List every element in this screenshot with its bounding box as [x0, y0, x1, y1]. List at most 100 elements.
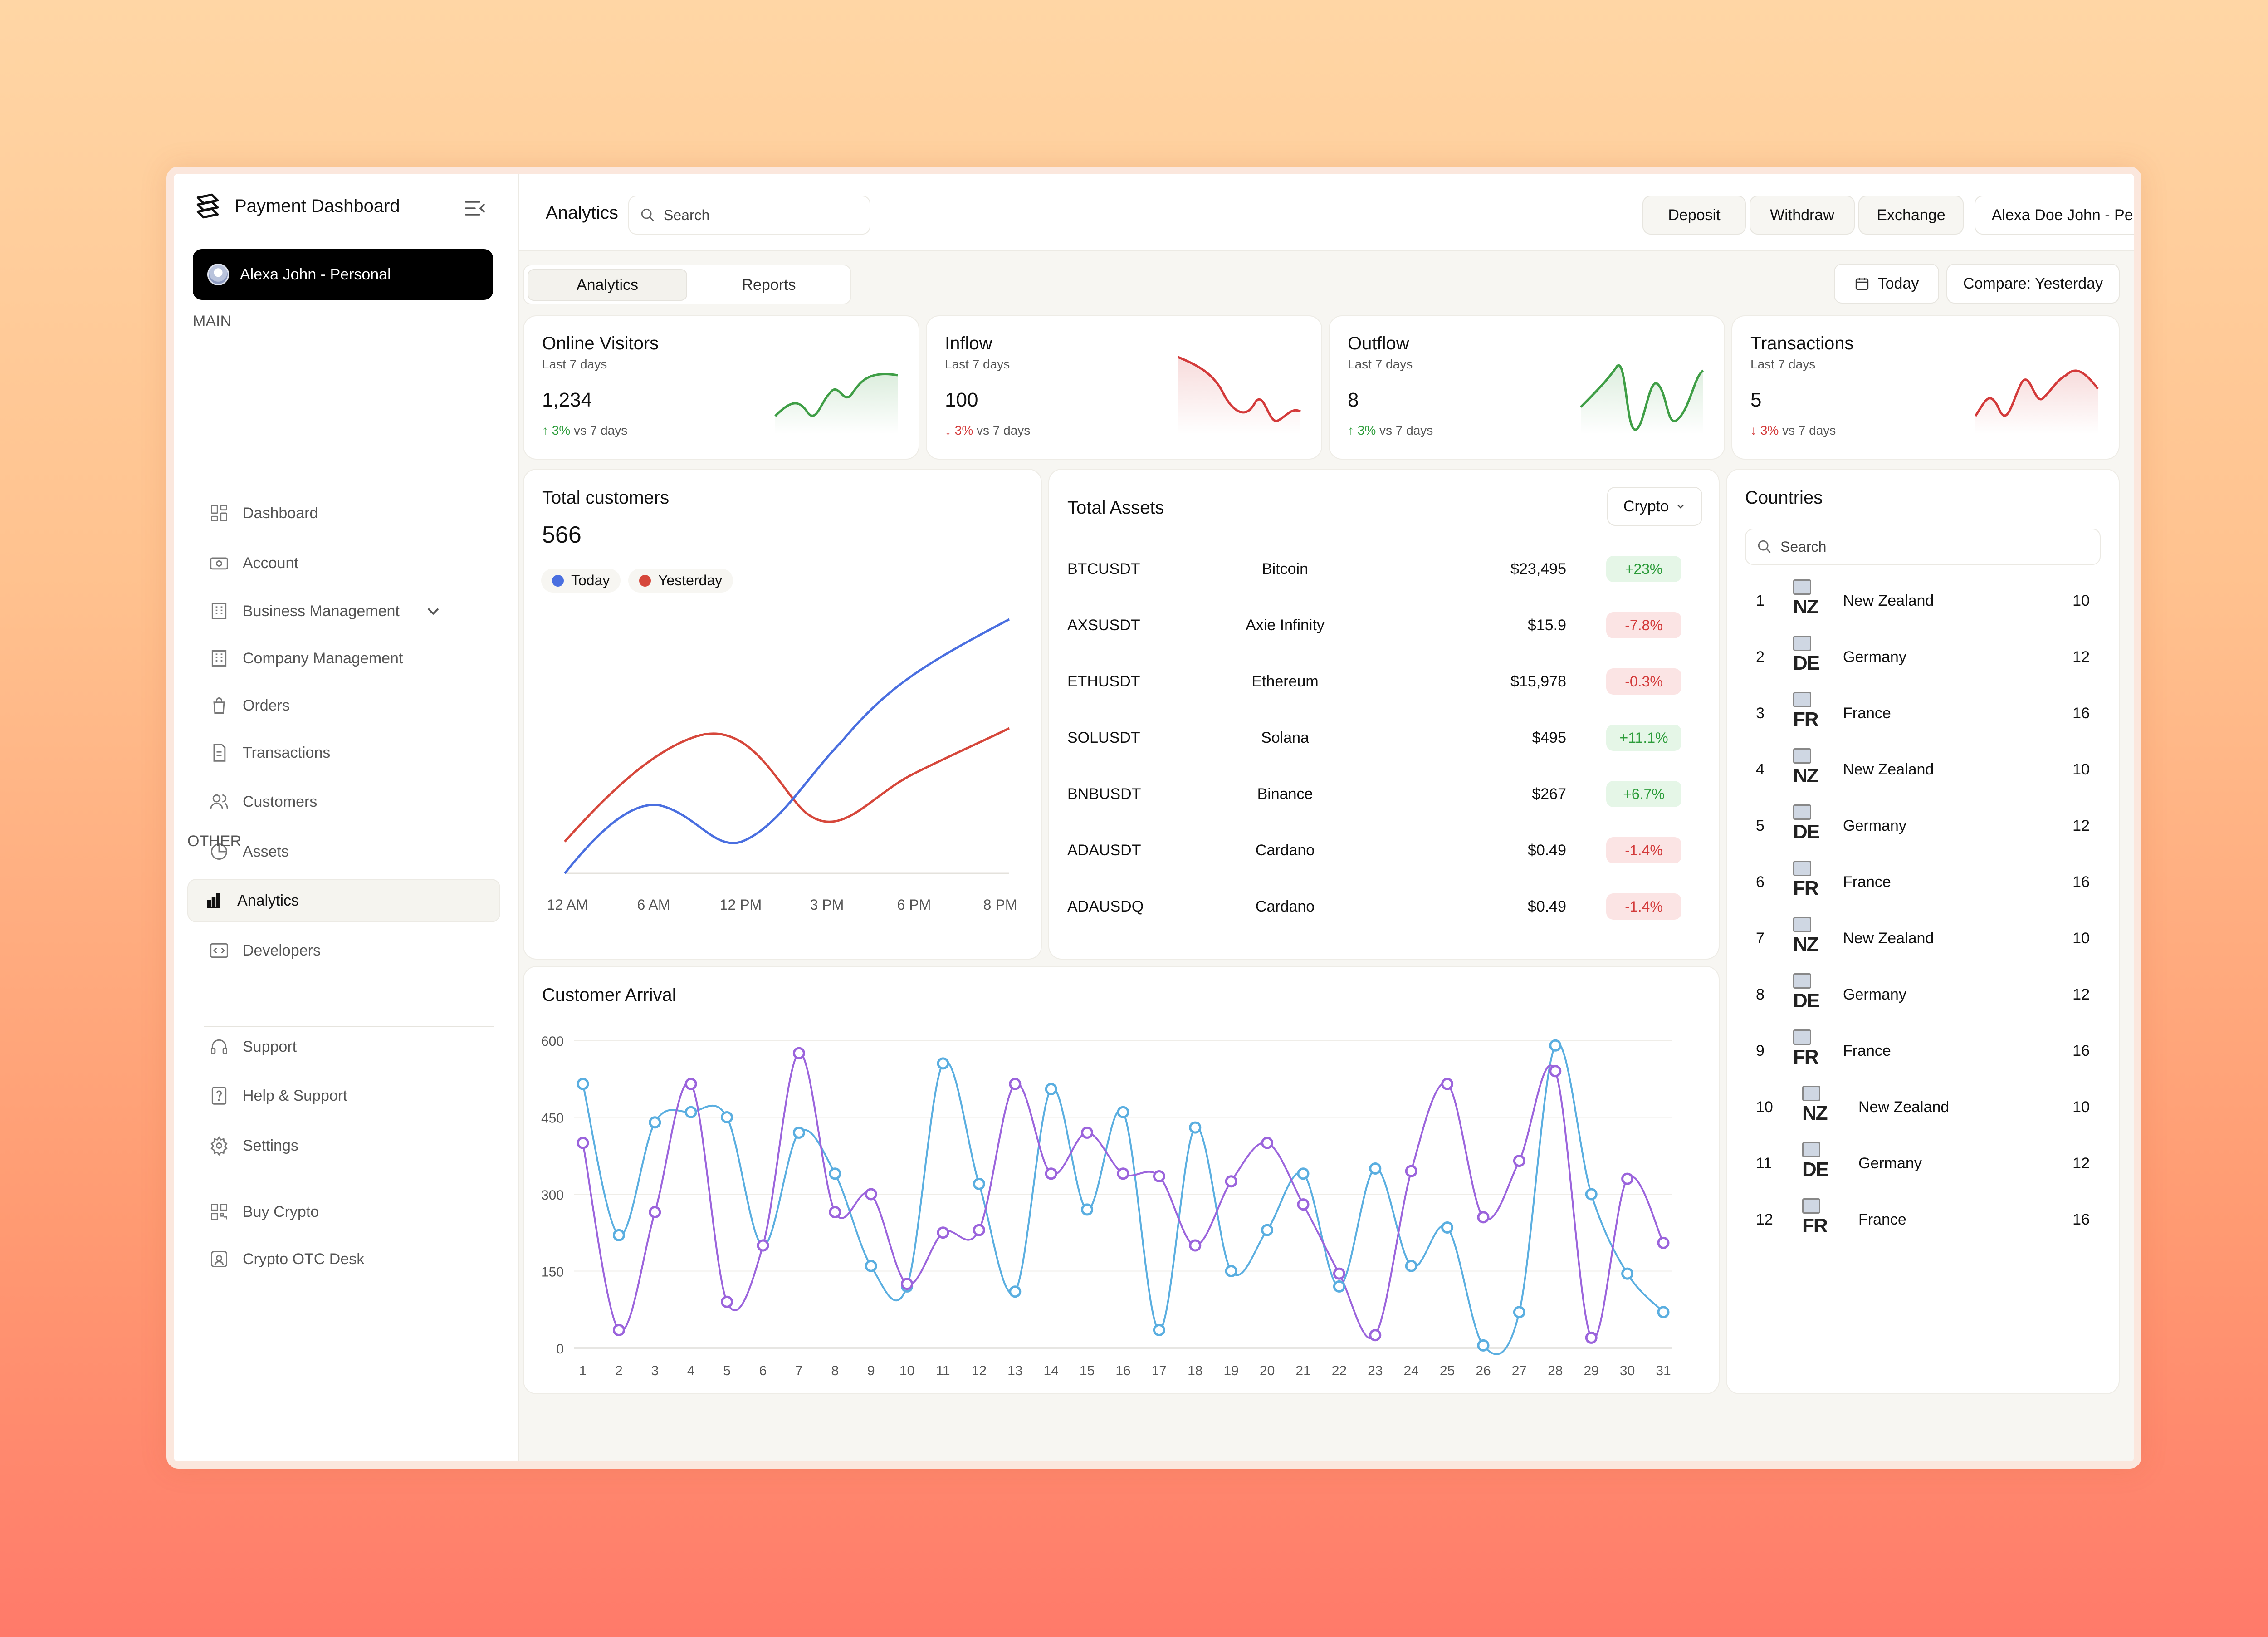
data-point[interactable] [1045, 1167, 1057, 1180]
sidebar-item-support[interactable]: Support [194, 1025, 493, 1068]
sidebar-item-developers[interactable]: Developers [194, 929, 493, 972]
data-point[interactable] [792, 1126, 805, 1139]
country-row[interactable]: 6 FR France 16 [1745, 858, 2099, 908]
user-switcher[interactable]: Alexa Doe John - Personal [1975, 196, 2134, 235]
data-point[interactable] [1081, 1203, 1094, 1216]
data-point[interactable] [1441, 1221, 1454, 1234]
sidebar-item-help-and-support[interactable]: Help & Support [194, 1074, 493, 1117]
sidebar-item-crypto-otc-desk[interactable]: Crypto OTC Desk [194, 1237, 493, 1281]
data-point[interactable] [1045, 1083, 1057, 1095]
asset-row[interactable]: BTCUSDT Bitcoin $23,495 +23% [1067, 555, 1698, 582]
countries-search-input[interactable]: Search [1780, 538, 1827, 555]
asset-row[interactable]: SOLUSDT Solana $495 +11.1% [1067, 724, 1698, 751]
data-point[interactable] [937, 1057, 949, 1070]
sidebar-item-dashboard[interactable]: Dashboard [194, 491, 493, 535]
data-point[interactable] [684, 1106, 697, 1118]
search-input[interactable]: Search [664, 206, 710, 223]
country-row[interactable]: 3 FR France 16 [1745, 689, 2099, 739]
data-point[interactable] [721, 1111, 733, 1123]
country-row[interactable]: 2 DE Germany 12 [1745, 633, 2099, 683]
data-point[interactable] [1189, 1121, 1202, 1134]
sidebar-item-business-management[interactable]: Business Management [194, 589, 493, 633]
data-point[interactable] [865, 1260, 877, 1272]
data-point[interactable] [649, 1206, 661, 1219]
tab-reports[interactable]: Reports [742, 276, 796, 294]
sidebar-item-transactions[interactable]: Transactions [194, 731, 493, 774]
sidebar-item-settings[interactable]: Settings [194, 1124, 493, 1167]
data-point[interactable] [1333, 1267, 1345, 1280]
data-point[interactable] [865, 1188, 877, 1201]
data-point[interactable] [1621, 1267, 1634, 1280]
exchange-button[interactable]: Exchange [1858, 196, 1964, 235]
data-point[interactable] [1297, 1198, 1310, 1211]
country-row[interactable]: 11 DE Germany 12 [1745, 1139, 2099, 1189]
data-point[interactable] [1513, 1306, 1525, 1318]
countries-search[interactable]: Search [1745, 529, 2101, 565]
sidebar-item-company-management[interactable]: Company Management [194, 637, 493, 680]
country-row[interactable]: 12 FR France 16 [1745, 1196, 2099, 1245]
data-point[interactable] [973, 1177, 985, 1190]
data-point[interactable] [829, 1167, 841, 1180]
asset-row[interactable]: BNBUSDT Binance $267 +6.7% [1067, 780, 1698, 807]
data-point[interactable] [721, 1295, 733, 1308]
data-point[interactable] [1657, 1306, 1670, 1318]
data-point[interactable] [901, 1278, 914, 1290]
data-point[interactable] [1009, 1285, 1022, 1298]
data-point[interactable] [1657, 1236, 1670, 1249]
sidebar-item-orders[interactable]: Orders [194, 684, 493, 727]
sidebar-item-account[interactable]: Account [194, 541, 493, 585]
data-point[interactable] [1261, 1137, 1274, 1149]
sidebar-item-assets[interactable]: Assets [194, 830, 493, 873]
data-point[interactable] [1585, 1331, 1598, 1344]
country-row[interactable]: 10 NZ New Zealand 10 [1745, 1083, 2099, 1133]
asset-row[interactable]: ADAUSDT Cardano $0.49 -1.4% [1067, 836, 1698, 863]
data-point[interactable] [1477, 1339, 1490, 1352]
header-search[interactable]: Search [628, 196, 870, 235]
data-point[interactable] [1441, 1078, 1454, 1090]
data-point[interactable] [792, 1047, 805, 1059]
tab-analytics[interactable]: Analytics [528, 269, 687, 301]
data-point[interactable] [1369, 1162, 1382, 1175]
data-point[interactable] [1153, 1170, 1165, 1182]
data-point[interactable] [1225, 1265, 1237, 1277]
data-point[interactable] [1369, 1329, 1382, 1342]
sidebar-item-customers[interactable]: Customers [194, 780, 493, 823]
sidebar-item-buy-crypto[interactable]: Buy Crypto [194, 1190, 493, 1234]
deposit-button[interactable]: Deposit [1642, 196, 1746, 235]
account-switcher[interactable]: Alexa John - Personal [193, 249, 493, 300]
data-point[interactable] [612, 1229, 625, 1241]
data-point[interactable] [1513, 1155, 1525, 1167]
data-point[interactable] [684, 1078, 697, 1090]
compare-button[interactable]: Compare: Yesterday [1946, 264, 2120, 304]
data-point[interactable] [649, 1116, 661, 1129]
chevron-down-icon[interactable] [423, 601, 443, 621]
country-row[interactable]: 9 FR France 16 [1745, 1027, 2099, 1077]
country-row[interactable]: 5 DE Germany 12 [1745, 802, 2099, 852]
country-row[interactable]: 8 DE Germany 12 [1745, 970, 2099, 1020]
asset-row[interactable]: AXSUSDT Axie Infinity $15.9 -7.8% [1067, 611, 1698, 638]
withdraw-button[interactable]: Withdraw [1750, 196, 1855, 235]
data-point[interactable] [757, 1239, 769, 1252]
data-point[interactable] [1405, 1165, 1418, 1177]
country-row[interactable]: 1 NZ New Zealand 10 [1745, 577, 2099, 627]
data-point[interactable] [973, 1224, 985, 1236]
data-point[interactable] [1117, 1106, 1129, 1118]
data-point[interactable] [612, 1323, 625, 1336]
assets-type-dropdown[interactable]: Crypto [1607, 487, 1702, 526]
data-point[interactable] [1117, 1167, 1129, 1180]
asset-row[interactable]: ETHUSDT Ethereum $15,978 -0.3% [1067, 667, 1698, 695]
date-filter-button[interactable]: Today [1834, 264, 1939, 304]
collapse-sidebar-icon[interactable] [464, 199, 486, 217]
data-point[interactable] [1477, 1211, 1490, 1224]
data-point[interactable] [1585, 1188, 1598, 1201]
country-row[interactable]: 7 NZ New Zealand 10 [1745, 914, 2099, 964]
country-row[interactable]: 4 NZ New Zealand 10 [1745, 745, 2099, 795]
asset-row[interactable]: ADAUSDQ Cardano $0.49 -1.4% [1067, 892, 1698, 920]
data-point[interactable] [1153, 1323, 1165, 1336]
data-point[interactable] [1549, 1039, 1562, 1052]
data-point[interactable] [829, 1206, 841, 1219]
data-point[interactable] [1549, 1065, 1562, 1078]
data-point[interactable] [1297, 1167, 1310, 1180]
data-point[interactable] [1081, 1126, 1094, 1139]
data-point[interactable] [1405, 1260, 1418, 1272]
